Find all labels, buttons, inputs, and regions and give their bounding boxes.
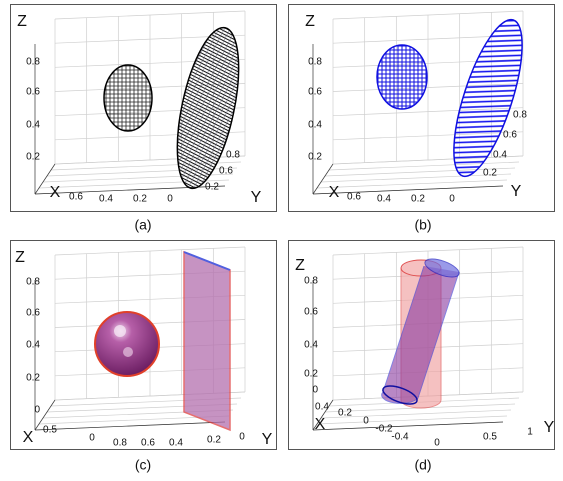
tick-label: 0 (167, 194, 173, 205)
grid-line (332, 155, 524, 165)
axis-label: Y (544, 419, 555, 436)
axis-label: Z (15, 249, 25, 266)
axis-line (34, 421, 226, 431)
axis-line (34, 163, 56, 195)
tick-label: 0.2 (26, 152, 40, 163)
tick-label: 0.8 (226, 150, 240, 161)
axis-label: X (315, 416, 326, 433)
tick-label: 0.8 (308, 57, 322, 68)
tick-label: 0.6 (69, 192, 83, 203)
tick-label: 0.4 (304, 340, 318, 351)
tick-label: 0 (89, 433, 95, 444)
caption: (c) (135, 457, 151, 473)
tick-label: 0.4 (26, 340, 40, 351)
tick-label: 0 (434, 438, 440, 449)
tick-label: 0.4 (308, 120, 322, 131)
grid-line (316, 415, 508, 425)
highlight (114, 325, 126, 337)
tick-label: 0.8 (304, 276, 318, 287)
tick-label: 0.2 (304, 369, 318, 380)
tick-label: 0.5 (43, 425, 57, 436)
axis-line (312, 185, 504, 195)
tick-label: 0.2 (133, 194, 147, 205)
grid-line (316, 179, 508, 189)
caption: (a) (134, 217, 151, 233)
axis-label: Y (262, 431, 273, 448)
tick-label: 0.2 (308, 152, 322, 163)
tick-label: 0.4 (493, 150, 507, 161)
tick-label: 0.2 (207, 435, 221, 446)
axis-label: X (23, 429, 34, 446)
tick-label: 0.2 (483, 168, 497, 179)
ellipsoid (103, 64, 153, 132)
highlight (123, 347, 133, 357)
tick-label: 0.4 (315, 402, 329, 413)
grid (312, 10, 524, 195)
caption: (d) (414, 457, 431, 473)
tick-label: 0.2 (26, 373, 40, 384)
tick-label: 0.8 (113, 438, 127, 449)
tick-label: 0.6 (503, 130, 517, 141)
axis-label: Z (305, 13, 315, 30)
tick-label: 0.6 (304, 307, 318, 318)
grid-line (320, 409, 512, 419)
cylinder-cap (424, 258, 460, 278)
tick-label: 0.8 (26, 57, 40, 68)
plane (183, 250, 231, 432)
plane-edge (183, 251, 231, 271)
grid-line (328, 161, 520, 171)
panel-frame (10, 4, 277, 212)
tick-label: 0.6 (26, 87, 40, 98)
tick-label: 0 (312, 385, 318, 396)
axis-label: Y (511, 183, 522, 200)
tick-label: 0.6 (308, 87, 322, 98)
axis-label: Z (295, 257, 305, 274)
ellipsoid (453, 18, 523, 178)
ellipsoid (176, 26, 240, 190)
tick-label: 0.6 (219, 166, 233, 177)
tick-label: 0.6 (141, 438, 155, 449)
tick-label: 1 (527, 427, 533, 438)
tick-label: 0.8 (513, 110, 527, 121)
tick-label: -0.2 (375, 424, 393, 435)
tick-label: 0 (363, 416, 369, 427)
axis-line (34, 399, 56, 431)
axis-label: X (50, 184, 61, 201)
tick-label: 0.8 (26, 277, 40, 288)
tick-label: 0.4 (377, 194, 391, 205)
cylinder-cap (382, 385, 418, 405)
axis-line (312, 163, 334, 195)
axis-label: X (329, 184, 340, 201)
axis-label: Y (251, 189, 262, 206)
tick-label: -0.4 (391, 432, 409, 443)
tick-label: 0.6 (26, 308, 40, 319)
ellipsoid (376, 44, 428, 110)
tick-label: 0.6 (347, 192, 361, 203)
cylinder (381, 265, 460, 404)
sphere (94, 311, 160, 377)
tick-label: 0 (34, 405, 40, 416)
caption: (b) (414, 217, 431, 233)
axis-line (312, 421, 504, 431)
tick-label: 0.2 (205, 182, 219, 193)
axis-line (312, 399, 334, 431)
axis-label: Z (17, 13, 27, 30)
grid-line (324, 167, 516, 177)
panel-frame (288, 240, 555, 450)
panel-frame (288, 4, 555, 212)
tick-label: 0 (239, 432, 245, 443)
tick-label: 0.5 (483, 432, 497, 443)
panel-frame (10, 240, 277, 450)
tick-label: 0.4 (99, 194, 113, 205)
tick-label: 0.2 (411, 194, 425, 205)
tick-label: 0.2 (338, 408, 352, 419)
tick-label: 0.4 (169, 438, 183, 449)
tick-label: 0.4 (26, 120, 40, 131)
grid-line (320, 173, 512, 183)
tick-label: 0 (449, 194, 455, 205)
